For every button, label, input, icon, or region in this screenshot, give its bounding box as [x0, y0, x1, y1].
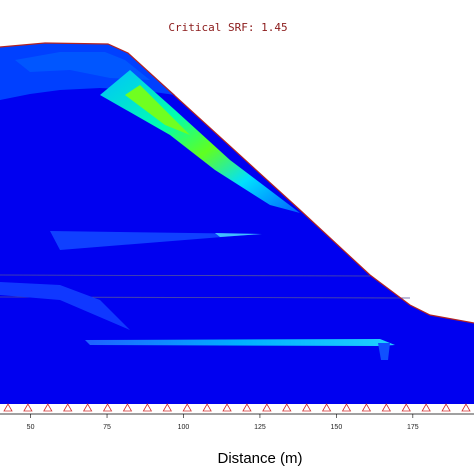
boundary-support-marker	[361, 403, 372, 412]
boundary-support-marker	[262, 403, 272, 412]
boundary-support-marker	[441, 403, 451, 412]
layer-boundary-1	[0, 274, 371, 277]
slope-surface-outline	[0, 42, 474, 324]
x-tick-label: 125	[254, 424, 266, 431]
boundary-support-marker	[421, 403, 431, 412]
boundary-support-marker	[3, 403, 13, 412]
x-tick-label: 75	[103, 424, 111, 431]
boundary-support-marker	[282, 403, 292, 412]
weak-zone-lower-notch	[378, 343, 390, 360]
shear-band-peak	[125, 85, 190, 135]
boundary-support-marker	[43, 403, 53, 412]
x-axis-ticks: 50 75 100 125 150 175	[27, 414, 419, 431]
x-tick-label: 50	[27, 424, 35, 431]
boundary-support-marker	[102, 403, 113, 412]
boundary-support-marker	[461, 403, 471, 412]
boundary-support-marker	[63, 403, 73, 412]
boundary-support-marker	[401, 403, 411, 412]
boundary-support-marker	[222, 403, 232, 412]
boundary-support-marker	[162, 403, 172, 412]
weak-zone-left	[0, 282, 130, 330]
boundary-support-marker	[341, 403, 352, 412]
slope-body	[0, 43, 474, 404]
boundary-markers	[3, 403, 471, 412]
upper-layer-inner-zone	[15, 52, 150, 80]
boundary-support-marker	[202, 403, 212, 412]
boundary-support-marker	[142, 403, 153, 412]
boundary-support-marker	[23, 403, 33, 412]
x-axis-label: Distance (m)	[217, 450, 303, 467]
boundary-support-marker	[381, 403, 392, 412]
boundary-support-marker	[302, 403, 312, 412]
weak-zone-lower-band	[85, 339, 395, 346]
weak-zone-upper-streak	[215, 233, 262, 237]
boundary-support-marker	[321, 403, 332, 412]
chart-title: Critical SRF: 1.45	[168, 21, 288, 34]
weak-zone-upper	[50, 231, 260, 250]
boundary-support-marker	[82, 403, 93, 412]
x-tick-label: 150	[331, 424, 343, 431]
boundary-support-marker	[242, 403, 252, 412]
boundary-support-marker	[122, 403, 133, 412]
boundary-support-marker	[182, 403, 192, 412]
x-tick-label: 100	[178, 424, 190, 431]
x-tick-label: 175	[407, 424, 419, 431]
